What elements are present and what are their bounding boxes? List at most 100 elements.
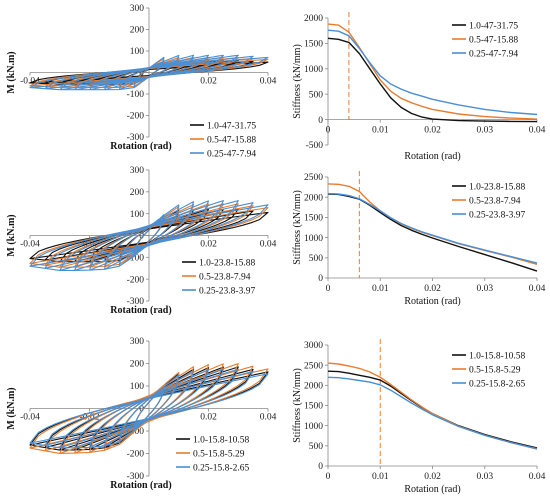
y-tick-label: -100	[127, 427, 145, 437]
legend-label-1: 1.0-23.8-15.88	[199, 259, 255, 269]
y-tick-label: 0	[318, 116, 323, 126]
x-axis-title: Rotation (rad)	[404, 484, 460, 495]
legend: 1.0-47-31.75 0.5-47-15.88 0.25-47-7.94	[452, 22, 518, 60]
legend-label-3: 0.25-23.8-3.97	[469, 211, 525, 221]
legend: 1.0-23.8-15.88 0.5-23.8-7.94 0.25-23.8-3.9…	[452, 183, 525, 221]
y-tick-label: 0	[139, 232, 144, 242]
y-tick-label: 100	[130, 382, 145, 392]
x-tick-label: 0.04	[260, 413, 277, 423]
legend: 1.0-15.8-10.58 0.5-15.8-5.29 0.25-15.8-2.6…	[452, 352, 525, 390]
legend-label-2: 0.5-47-15.88	[469, 36, 518, 46]
chart-k2: 2500 2000 1500 1000 500 00 0.01 0.02 0.03 0.04 Sti…	[292, 171, 546, 307]
y-tick-label: 200	[130, 26, 145, 36]
y-tick-label: -100	[127, 90, 145, 100]
y-tick-label: 2000	[304, 193, 323, 203]
x-tick-label: 0.04	[529, 472, 546, 482]
chart-k3: 3000 2500 2000 1500 1000 500 00 0.01 0.02 0.03 0.0…	[292, 339, 546, 495]
x-tick-label: 0.04	[260, 77, 277, 87]
legend-label-3: 0.25-23.8-3.97	[199, 287, 255, 297]
series-line-3	[29, 368, 269, 449]
y-tick-label: 0	[318, 274, 323, 284]
y-tick-label: -100	[127, 254, 145, 264]
legend-label-2: 0.5-23.8-7.94	[199, 273, 251, 283]
y-tick-label: 500	[309, 254, 324, 264]
y-tick-label: 100	[130, 210, 145, 220]
x-tick-label: 0.02	[200, 77, 217, 87]
x-tick-label: 0.01	[372, 126, 389, 136]
x-tick-label: 0.01	[372, 284, 389, 294]
y-tick-label: -200	[127, 275, 145, 285]
y-tick-label: 2500	[304, 173, 323, 183]
legend: 1.0-23.8-15.88 0.5-23.8-7.94 0.25-23.8-3.9…	[182, 259, 255, 297]
x-tick-label: 0.04	[529, 126, 546, 136]
legend-label-1: 1.0-47-31.75	[469, 22, 518, 32]
y-tick-label: 0	[139, 405, 144, 415]
x-tick-label: 0.02	[424, 472, 441, 482]
x-tick-label: 0.02	[424, 126, 441, 136]
y-tick-label: -300	[127, 133, 145, 143]
y-tick-label: 300	[130, 166, 145, 176]
legend-label-2: 0.5-15.8-5.29	[469, 366, 521, 376]
y-tick-label: 1000	[304, 234, 323, 244]
y-tick-label: 500	[309, 442, 324, 452]
x-tick-label: 0.04	[529, 284, 546, 294]
series-line-1	[327, 37, 538, 123]
series-line-3	[327, 29, 538, 116]
y-tick-label: -300	[127, 472, 145, 482]
legend: 1.0-15.8-10.58 0.5-15.8-5.29 0.25-15.8-2.6…	[176, 436, 249, 474]
y-tick-label: 0	[318, 462, 323, 472]
series-line-3	[29, 54, 269, 91]
legend-label-3: 0.25-15.8-2.65	[193, 464, 249, 474]
legend-label-1: 1.0-23.8-15.88	[469, 183, 525, 193]
y-tick-label: -500	[306, 141, 324, 151]
y-axis-title: Stiffness (kN/mm)	[292, 368, 303, 443]
x-tick-label: -0.04	[20, 240, 40, 250]
x-tick-label: 0.02	[200, 413, 217, 423]
series-line-3	[327, 376, 538, 450]
x-axis-title: Rotation (rad)	[404, 296, 460, 307]
x-tick-label: 0.03	[476, 126, 493, 136]
x-axis-title: Rotation (rad)	[110, 305, 171, 316]
x-tick-label: 0	[326, 284, 331, 294]
y-tick-label: 500	[309, 90, 324, 100]
y-tick-label: 1000	[304, 422, 323, 432]
y-tick-label: 2000	[304, 14, 323, 24]
x-axis-title: Rotation (rad)	[404, 151, 460, 162]
x-tick-label: -0.04	[20, 77, 40, 87]
x-tick-label: 0.02	[424, 284, 441, 294]
x-tick-label: -0.02	[80, 413, 100, 423]
y-tick-label: 1000	[304, 65, 323, 75]
x-tick-label: 0	[326, 472, 331, 482]
y-tick-label: -200	[127, 112, 145, 122]
legend-label-3: 0.25-47-7.94	[207, 150, 256, 160]
chart-m3: 300 200 100 0 -100 -200 -300 -0.04 -0.02 0.02 0.04…	[6, 337, 277, 491]
legend-label-3: 0.25-15.8-2.65	[469, 380, 525, 390]
y-tick-label: 2000	[304, 382, 323, 392]
legend: 1.0-47-31.75 0.5-47-15.88 0.25-47-7.94	[190, 122, 256, 160]
legend-label-2: 0.5-23.8-7.94	[469, 197, 521, 207]
y-tick-label: 200	[130, 188, 145, 198]
y-axis-title: Stiffness (kN/mm)	[292, 190, 303, 265]
series-line-2	[327, 23, 538, 120]
series-line-3	[327, 192, 538, 264]
y-axis-title: M (kN.m)	[6, 214, 17, 256]
y-tick-label: 3000	[304, 341, 323, 351]
legend-label-2: 0.5-47-15.88	[207, 136, 256, 146]
series-line-3	[29, 200, 269, 271]
x-tick-label: -0.04	[20, 413, 40, 423]
y-tick-label: 100	[130, 47, 145, 57]
legend-label-1: 1.0-15.8-10.58	[193, 436, 249, 446]
y-axis-title: M (kN.m)	[6, 387, 17, 429]
legend-label-2: 0.5-15.8-5.29	[193, 450, 245, 460]
y-tick-label: 2500	[304, 361, 323, 371]
legend-label-1: 1.0-47-31.75	[207, 122, 256, 132]
legend-label-3: 0.25-47-7.94	[469, 50, 518, 60]
y-tick-label: 1500	[304, 402, 323, 412]
x-tick-label: 0.04	[260, 240, 277, 250]
x-tick-label: 0.03	[476, 284, 493, 294]
y-axis-title: Stiffness (kN/mm)	[292, 44, 303, 119]
y-tick-label: 300	[130, 337, 145, 347]
